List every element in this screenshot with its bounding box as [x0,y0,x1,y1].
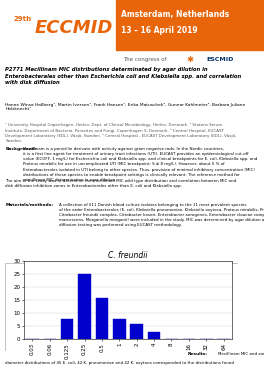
Text: ECCMID: ECCMID [34,19,113,37]
Text: ¹ University Hospital Copenhagen, Herlev, Dept. of Clinical Microbiology, Herlev: ¹ University Hospital Copenhagen, Herlev… [5,123,237,142]
Text: Results:: Results: [188,352,208,357]
Text: ESCMID: ESCMID [206,57,233,62]
Bar [78,274,91,339]
Text: A collection of 511 Danish blood culture isolates belonging to the 11 most preva: A collection of 511 Danish blood culture… [59,203,264,228]
Text: diameter distributions of 45 E. coli, 42 K. pneumoniae and 42 K. oxytoca corresp: diameter distributions of 45 E. coli, 42… [5,361,234,365]
Text: The congress of: The congress of [123,57,167,62]
Text: Mecillinam is a penicillin derivate with activity against gram negative rods. In: Mecillinam is a penicillin derivate with… [23,147,257,182]
Text: Amsterdam, Netherlands: Amsterdam, Netherlands [121,10,230,19]
Bar [0,0,119,67]
Text: ✱: ✱ [187,54,194,63]
Text: Materials/methods:: Materials/methods: [5,203,53,207]
Bar [61,319,73,339]
Text: The aim of the study was to determine the mecillinam MIC wild type distribution : The aim of the study was to determine th… [5,179,237,188]
Bar [116,0,264,50]
Bar [96,298,108,339]
Text: 29th: 29th [13,16,31,22]
Bar [113,319,126,339]
Text: P2771 Mecillinam MIC distributions determinated by agar dilution in
Enterobacter: P2771 Mecillinam MIC distributions deter… [5,67,242,85]
Text: Mecillinam MIC and zone: Mecillinam MIC and zone [218,352,264,357]
Bar [130,324,143,339]
Bar [148,332,160,339]
Text: Background:: Background: [5,147,37,151]
Text: 13 – 16 April 2019: 13 – 16 April 2019 [121,26,198,35]
Text: Hanne Winsa Hallberg¹, Martin Iversen¹, Frank Hansen¹, Erika Matuschek², Gunnar : Hanne Winsa Hallberg¹, Martin Iversen¹, … [5,103,246,112]
Title: C. freundii: C. freundii [108,251,148,260]
